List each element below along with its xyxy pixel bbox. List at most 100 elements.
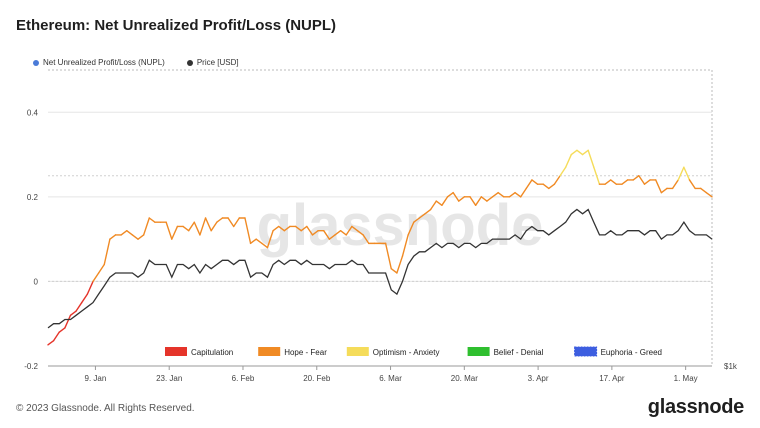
nupl-line-segment <box>576 149 584 156</box>
nupl-line-segment <box>52 331 60 342</box>
nupl-line-segment <box>58 327 66 333</box>
zone-label: Euphoria - Greed <box>601 348 662 357</box>
nupl-line-segment <box>531 179 539 185</box>
nupl-line-segment <box>441 196 449 207</box>
x-tick-label: 6. Mar <box>379 374 402 383</box>
x-tick-label: 9. Jan <box>85 374 107 383</box>
nupl-line-segment <box>75 301 83 312</box>
legend-label-price: Price [USD] <box>196 58 239 67</box>
zone-swatch <box>165 347 187 356</box>
nupl-line-segment <box>435 200 443 207</box>
zone-label: Capitulation <box>191 348 233 357</box>
nupl-line-segment <box>47 339 55 346</box>
nupl-line-segment <box>210 221 218 232</box>
nupl-line-segment <box>362 234 370 245</box>
nupl-line-segment <box>632 175 640 181</box>
nupl-line-segment <box>266 229 274 249</box>
y-tick-label: 0 <box>34 277 39 286</box>
nupl-line-segment <box>255 238 263 245</box>
nupl-line-segment <box>311 229 319 236</box>
x-tick-label: 20. Feb <box>303 374 331 383</box>
zone-swatch <box>258 347 281 356</box>
nupl-line-segment <box>137 234 145 240</box>
nupl-line-segment <box>356 229 364 236</box>
nupl-line-segment <box>165 221 173 240</box>
nupl-line-segment <box>92 272 100 283</box>
zone-label: Optimism - Anxiety <box>373 348 440 357</box>
x-tick-label: 20. Mar <box>451 374 478 383</box>
x-tick-label: 23. Jan <box>156 374 182 383</box>
nupl-line-segment <box>401 234 409 257</box>
nupl-line-segment <box>300 225 308 232</box>
nupl-line-segment <box>86 280 94 295</box>
nupl-line-segment <box>559 166 567 177</box>
nupl-line-segment <box>193 221 201 236</box>
y-tick-label: -0.2 <box>24 362 38 371</box>
nupl-line-segment <box>683 166 691 181</box>
legend-label-nupl: Net Unrealized Profit/Loss (NUPL) <box>43 58 165 67</box>
nupl-line-segment <box>131 234 139 240</box>
copyright-text: © 2023 Glassnode. All Rights Reserved. <box>16 403 195 414</box>
nupl-line-segment <box>187 221 196 232</box>
nupl-line-segment <box>345 225 353 236</box>
legend-item-nupl[interactable]: Net Unrealized Profit/Loss (NUPL) <box>33 58 165 67</box>
nupl-line-segment <box>216 217 224 223</box>
series-legend: Net Unrealized Profit/Loss (NUPL) Price … <box>33 58 239 67</box>
nupl-line-segment <box>294 225 302 232</box>
right-axis-label: $1k <box>724 362 738 371</box>
nupl-line-segment <box>126 229 134 236</box>
page-title: Ethereum: Net Unrealized Profit/Loss (NU… <box>16 17 337 34</box>
zone-label: Hope - Fear <box>284 348 327 357</box>
nupl-line-segment <box>587 149 595 168</box>
nupl-line-segment <box>508 191 516 198</box>
nupl-line-segment <box>491 191 499 198</box>
nupl-line-segment <box>81 293 89 304</box>
nupl-line-segment <box>424 208 432 215</box>
nupl-line-segment <box>610 179 618 185</box>
nupl-line-segment <box>97 263 105 274</box>
nupl-line-segment <box>69 310 77 316</box>
nupl-line-segment <box>283 225 291 232</box>
nupl-line-segment <box>199 217 207 236</box>
nupl-line-segment <box>480 196 488 202</box>
nupl-line-segment <box>548 183 556 190</box>
nupl-line-segment <box>103 238 111 266</box>
x-tick-label: 6. Feb <box>232 374 255 383</box>
nupl-line-segment <box>339 229 347 236</box>
nupl-line-segment <box>418 213 426 219</box>
nupl-line-segment <box>64 314 72 329</box>
nupl-line-segment <box>525 179 533 190</box>
price-line <box>47 208 713 329</box>
nupl-line-segment <box>671 179 679 190</box>
watermark-text: glassnode <box>257 193 544 258</box>
nupl-line-segment <box>334 229 342 236</box>
nupl-line-segment <box>232 217 241 228</box>
nupl-line-segment <box>328 234 336 240</box>
nupl-line-segment <box>109 234 117 240</box>
nupl-line-segment <box>384 242 392 270</box>
nupl-line-segment <box>638 175 646 185</box>
nupl-line-segment <box>497 191 505 198</box>
nupl-line-segment <box>677 166 685 181</box>
nupl-line-segment <box>351 225 359 232</box>
nupl-line-segment <box>474 196 482 207</box>
legend-item-price[interactable]: Price [USD] <box>186 58 239 67</box>
nupl-line-segment <box>660 187 668 194</box>
zone-swatch <box>574 346 598 357</box>
nupl-line-segment <box>227 217 235 228</box>
nupl-line-segment <box>564 153 573 168</box>
nupl-line-segment <box>446 191 454 198</box>
nupl-line-segment <box>171 225 179 240</box>
nupl-line-segment <box>486 196 494 202</box>
nupl-line-segment <box>458 196 466 202</box>
nupl-line-segment <box>452 191 460 202</box>
nupl-line-segment <box>655 179 663 194</box>
x-tick-label: 3. Apr <box>528 374 549 383</box>
x-tick-label: 17. Apr <box>599 374 625 383</box>
nupl-line-segment <box>700 187 708 194</box>
x-tick-label: 1. May <box>674 374 698 383</box>
nupl-line-segment <box>272 225 280 232</box>
nupl-line-segment <box>182 225 190 232</box>
nupl-line-segment <box>407 221 415 236</box>
zone-label: Belief - Denial <box>494 348 544 357</box>
